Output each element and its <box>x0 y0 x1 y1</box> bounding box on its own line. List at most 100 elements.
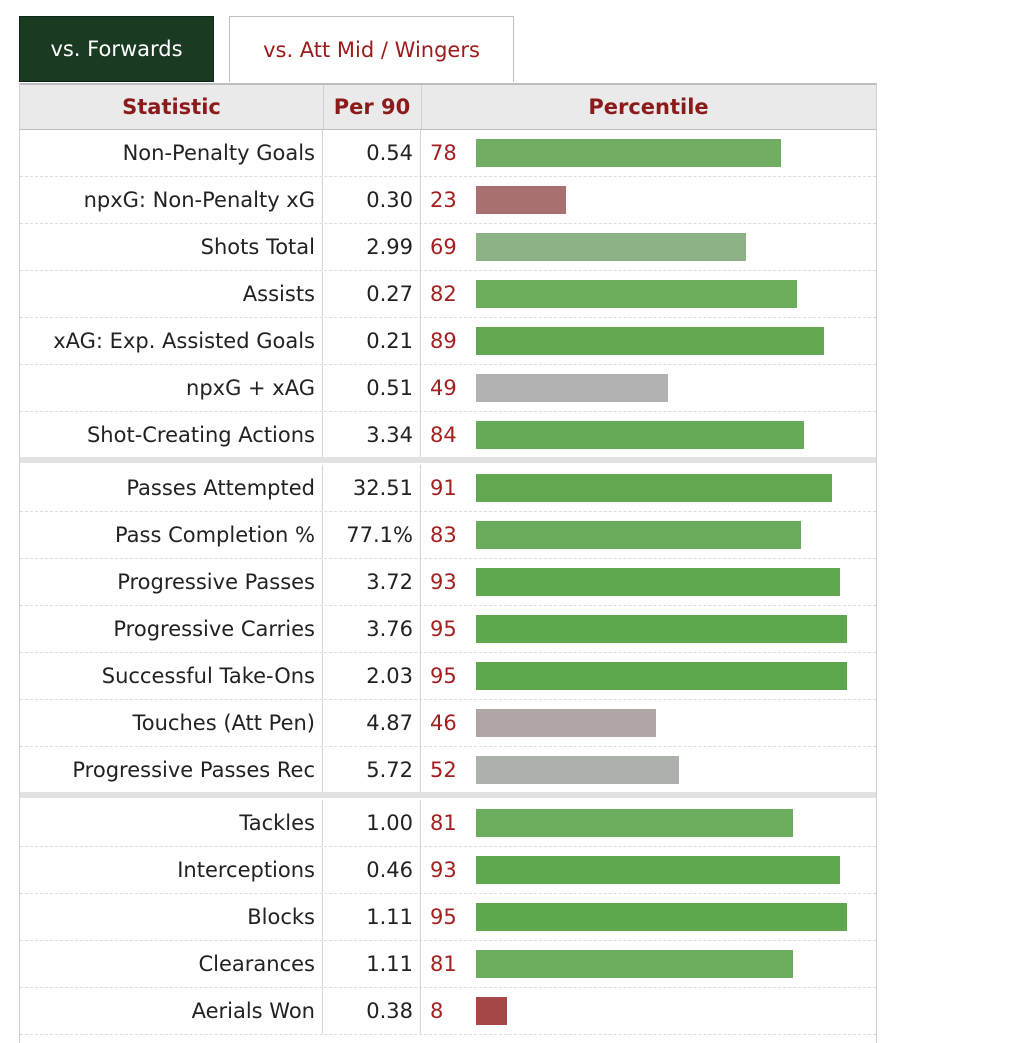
percentile-value: 95 <box>430 905 457 929</box>
stat-name: Progressive Carries <box>113 617 315 641</box>
table-row[interactable]: Interceptions 0.46 93 <box>20 847 876 894</box>
column-divider <box>420 465 421 511</box>
section-separator <box>20 792 876 798</box>
column-divider <box>322 365 323 411</box>
header-statistic[interactable]: Statistic <box>20 85 324 129</box>
column-divider <box>420 700 421 746</box>
table-row[interactable]: Successful Take-Ons 2.03 95 <box>20 653 876 700</box>
tab-vs-att-mid-wingers[interactable]: vs. Att Mid / Wingers <box>229 16 514 82</box>
percentile-value: 82 <box>430 282 457 306</box>
per90-value: 0.54 <box>366 141 413 165</box>
percentile-bar <box>476 421 804 449</box>
table-row[interactable]: Passes Attempted 32.51 91 <box>20 465 876 512</box>
percentile-bar <box>476 709 656 737</box>
header-percentile[interactable]: Percentile <box>588 95 709 119</box>
table-row[interactable]: Tackles 1.00 81 <box>20 800 876 847</box>
table-row[interactable]: Shot-Creating Actions 3.34 84 <box>20 412 876 459</box>
per90-value: 0.21 <box>366 329 413 353</box>
stat-name: Blocks <box>247 905 315 929</box>
column-divider <box>420 847 421 893</box>
per90-value: 1.11 <box>366 905 413 929</box>
per90-value: 3.76 <box>366 617 413 641</box>
table-row[interactable]: npxG: Non-Penalty xG 0.30 23 <box>20 177 876 224</box>
column-divider <box>420 988 421 1034</box>
percentile-bar <box>476 521 801 549</box>
column-divider <box>420 653 421 699</box>
stat-name: xAG: Exp. Assisted Goals <box>53 329 315 353</box>
percentile-value: 78 <box>430 141 457 165</box>
percentile-value: 95 <box>430 617 457 641</box>
header-per90[interactable]: Per 90 <box>323 85 422 129</box>
table-row[interactable]: Assists 0.27 82 <box>20 271 876 318</box>
table-row[interactable]: xAG: Exp. Assisted Goals 0.21 89 <box>20 318 876 365</box>
stat-name: Assists <box>242 282 315 306</box>
column-divider <box>322 559 323 605</box>
table-row[interactable]: Progressive Passes 3.72 93 <box>20 559 876 606</box>
column-divider <box>420 559 421 605</box>
percentile-bar <box>476 474 832 502</box>
per90-value: 0.30 <box>366 188 413 212</box>
column-divider <box>420 224 421 270</box>
stat-name: Tackles <box>239 811 315 835</box>
percentile-bar <box>476 903 847 931</box>
column-divider <box>420 941 421 987</box>
column-divider <box>420 318 421 364</box>
table-header: Statistic Per 90 Percentile <box>20 83 876 130</box>
percentile-value: 89 <box>430 329 457 353</box>
column-divider <box>322 747 323 793</box>
per90-value: 0.46 <box>366 858 413 882</box>
per90-value: 0.51 <box>366 376 413 400</box>
percentile-value: 93 <box>430 858 457 882</box>
percentile-value: 23 <box>430 188 457 212</box>
percentile-value: 69 <box>430 235 457 259</box>
column-divider <box>420 606 421 652</box>
column-divider <box>420 747 421 793</box>
tab-vs-forwards[interactable]: vs. Forwards <box>19 16 214 82</box>
per90-value: 5.72 <box>366 758 413 782</box>
stat-name: Shots Total <box>200 235 315 259</box>
percentile-bar <box>476 280 797 308</box>
percentile-value: 81 <box>430 952 457 976</box>
percentile-value: 95 <box>430 664 457 688</box>
column-divider <box>420 512 421 558</box>
column-divider <box>322 318 323 364</box>
per90-value: 3.34 <box>366 423 413 447</box>
per90-value: 0.38 <box>366 999 413 1023</box>
column-divider <box>322 130 323 176</box>
stat-name: Non-Penalty Goals <box>122 141 315 165</box>
percentile-bar <box>476 327 824 355</box>
percentile-value: 8 <box>430 999 444 1023</box>
stat-name: Clearances <box>198 952 315 976</box>
column-divider <box>420 894 421 940</box>
table-row[interactable]: Clearances 1.11 81 <box>20 941 876 988</box>
percentile-bar <box>476 233 746 261</box>
per90-value: 2.03 <box>366 664 413 688</box>
percentile-value: 84 <box>430 423 457 447</box>
table-row[interactable]: Progressive Carries 3.76 95 <box>20 606 876 653</box>
table-row[interactable]: Blocks 1.11 95 <box>20 894 876 941</box>
table-row[interactable]: Touches (Att Pen) 4.87 46 <box>20 700 876 747</box>
percentile-value: 49 <box>430 376 457 400</box>
per90-value: 0.27 <box>366 282 413 306</box>
column-divider <box>322 941 323 987</box>
percentile-bar <box>476 615 847 643</box>
stat-name: Aerials Won <box>191 999 315 1023</box>
table-row[interactable]: Aerials Won 0.38 8 <box>20 988 876 1035</box>
percentile-bar <box>476 662 847 690</box>
percentile-value: 52 <box>430 758 457 782</box>
percentile-bar <box>476 856 840 884</box>
table-row[interactable]: Non-Penalty Goals 0.54 78 <box>20 130 876 177</box>
percentile-bar <box>476 997 507 1025</box>
percentile-value: 83 <box>430 523 457 547</box>
per90-value: 32.51 <box>352 476 413 500</box>
table-row[interactable]: npxG + xAG 0.51 49 <box>20 365 876 412</box>
table-row[interactable]: Progressive Passes Rec 5.72 52 <box>20 747 876 794</box>
column-divider <box>322 700 323 746</box>
table-row[interactable]: Pass Completion % 77.1% 83 <box>20 512 876 559</box>
stat-name: Passes Attempted <box>126 476 315 500</box>
column-divider <box>322 512 323 558</box>
column-divider <box>322 271 323 317</box>
column-divider <box>420 177 421 223</box>
per90-value: 1.11 <box>366 952 413 976</box>
table-row[interactable]: Shots Total 2.99 69 <box>20 224 876 271</box>
